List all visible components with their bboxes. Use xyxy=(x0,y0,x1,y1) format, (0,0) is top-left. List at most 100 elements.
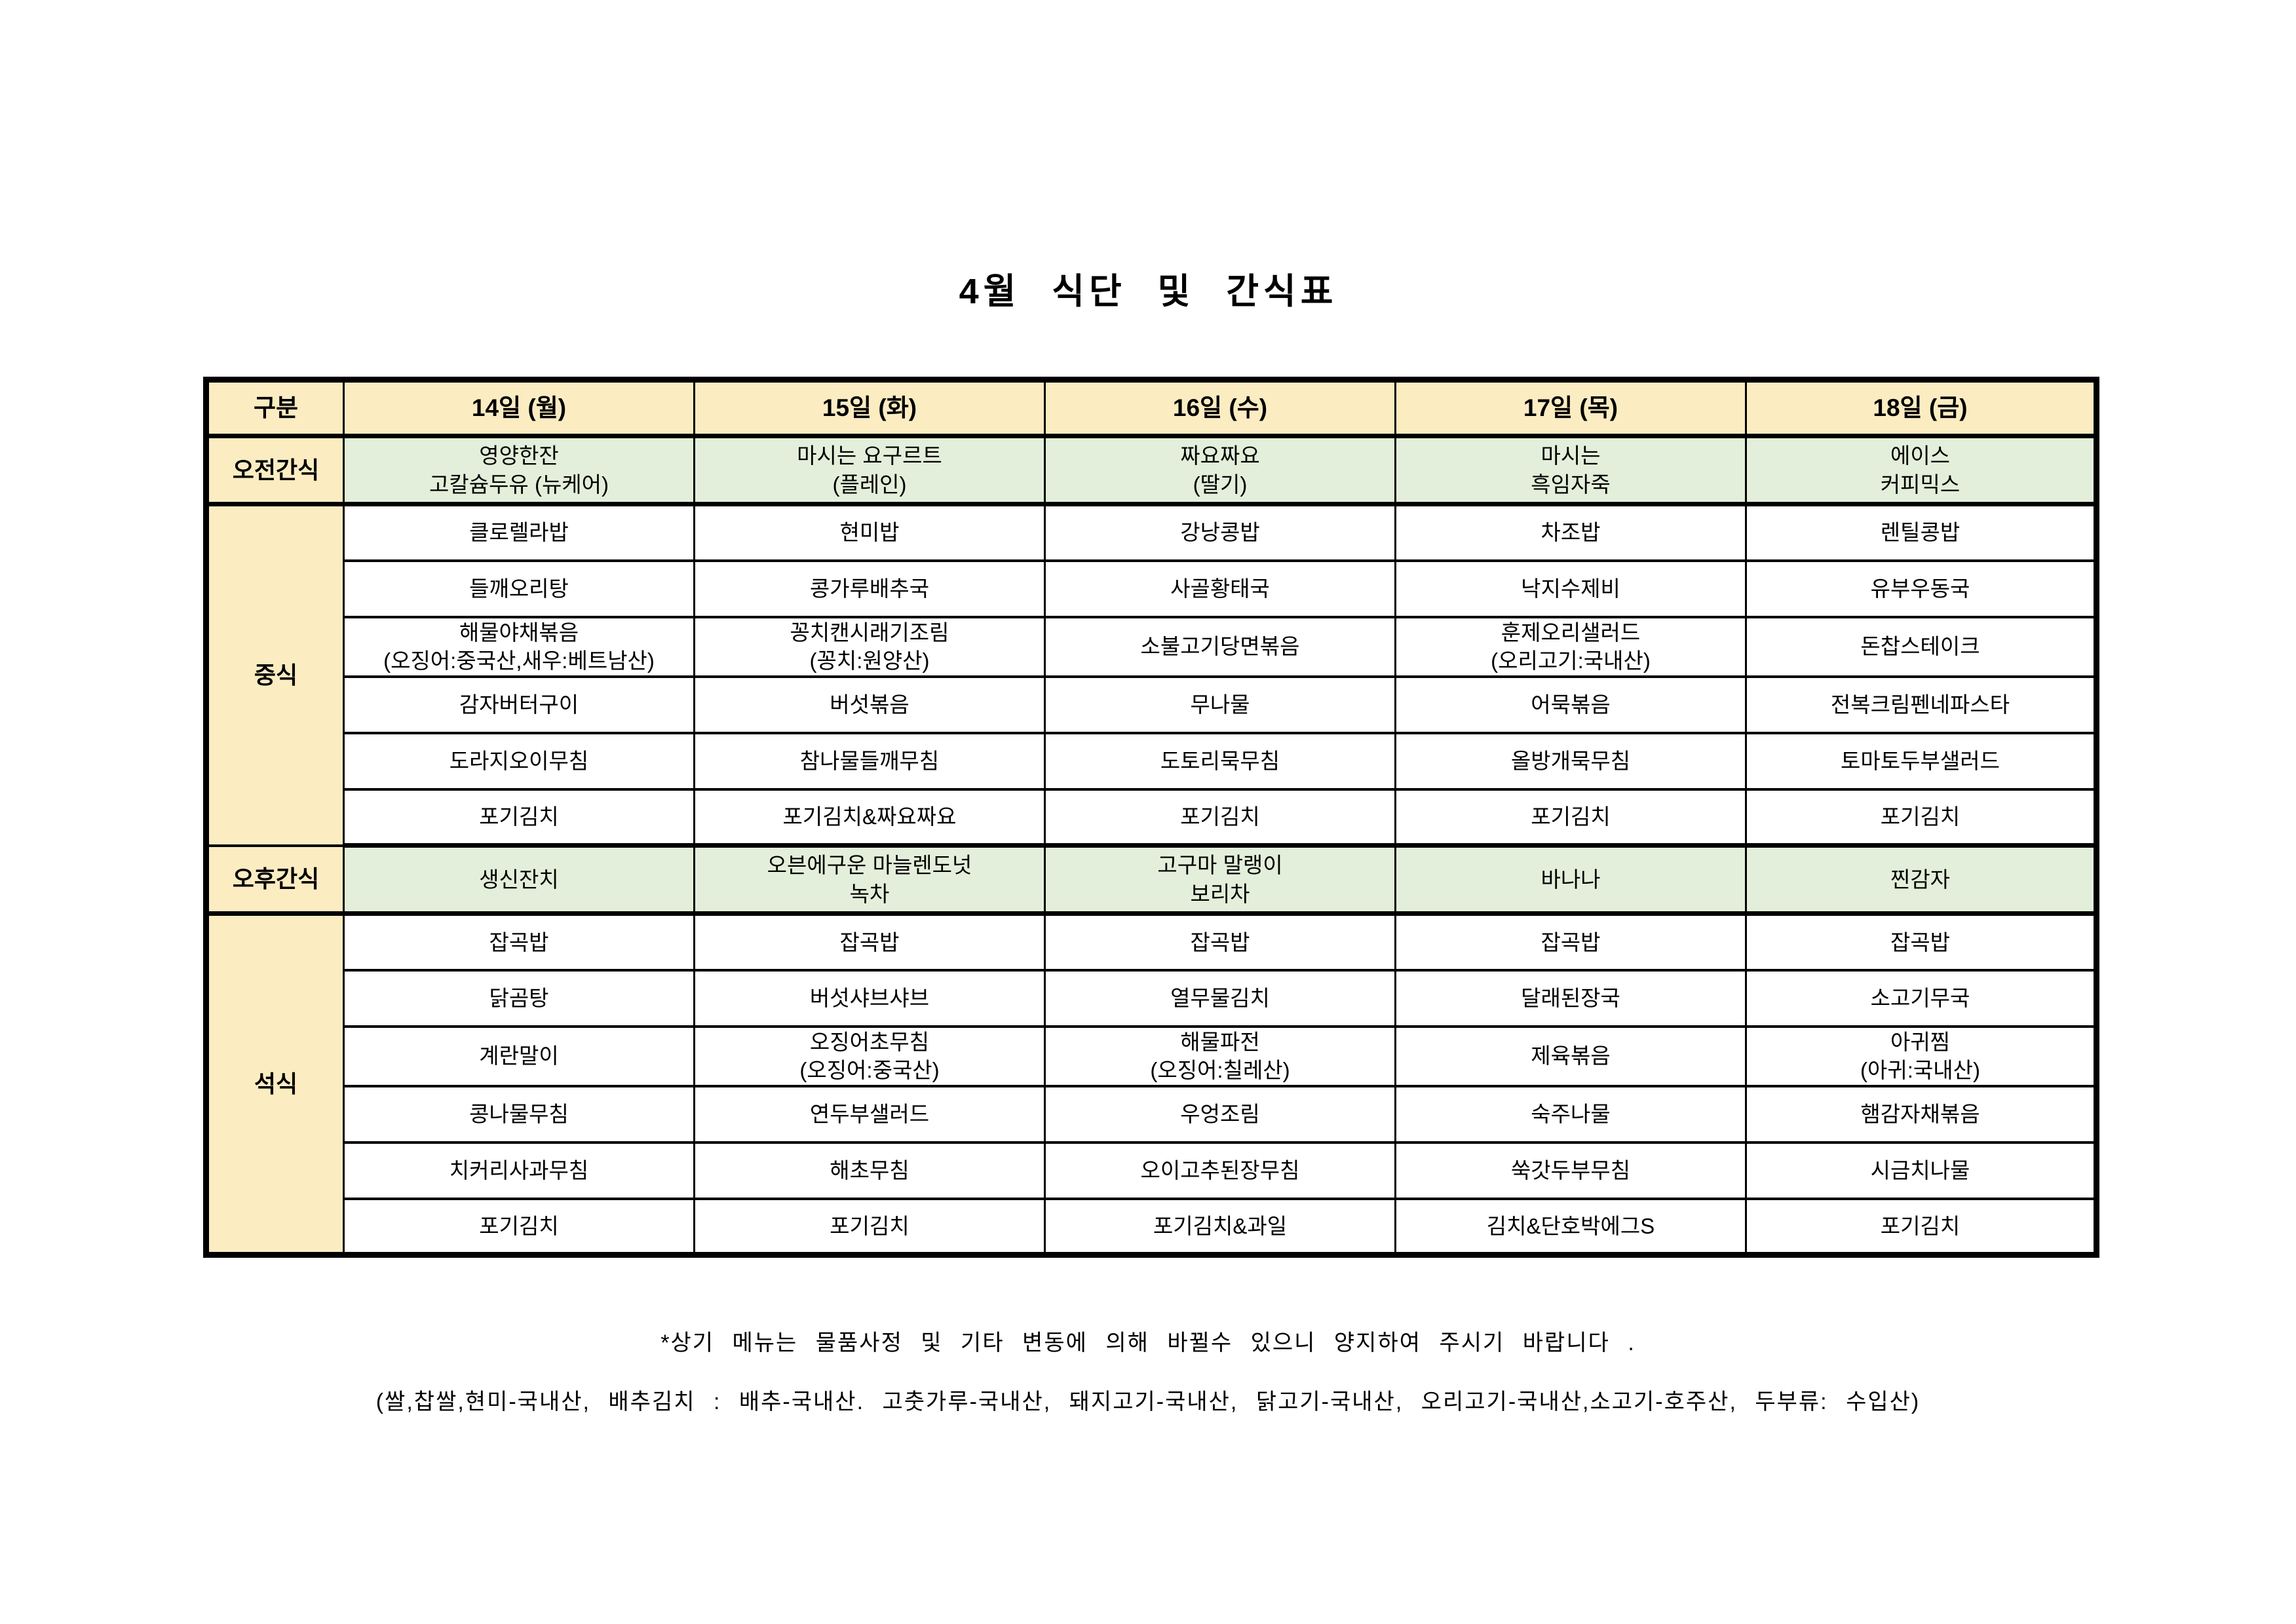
menu-cell: 마시는 요구르트 (플레인) xyxy=(693,435,1046,506)
menu-cell: 포기김치 xyxy=(693,1197,1046,1258)
menu-cell: 전복크림펜네파스타 xyxy=(1745,675,2097,734)
menu-cell: 포기김치 xyxy=(343,787,695,848)
row-label-afternoon-snack: 오후간식 xyxy=(205,844,345,916)
menu-cell: 바나나 xyxy=(1394,844,1747,916)
menu-cell: 연두부샐러드 xyxy=(693,1084,1046,1144)
menu-cell: 숙주나물 xyxy=(1394,1084,1747,1144)
lunch-row: 도라지오이무침 참나물들깨무침 도토리묵무침 올방개묵무침 토마토두부샐러드 xyxy=(206,731,2097,791)
menu-cell: 마시는 흑임자죽 xyxy=(1394,435,1747,506)
menu-cell: 열무물김치 xyxy=(1044,968,1396,1028)
menu-cell: 고구마 말랭이 보리차 xyxy=(1044,844,1396,916)
lunch-row: 포기김치 포기김치&짜요짜요 포기김치 포기김치 포기김치 xyxy=(206,787,2097,848)
menu-cell: 어묵볶음 xyxy=(1394,675,1747,734)
menu-cell: 김치&단호박에그S xyxy=(1394,1197,1747,1258)
lunch-row: 중식 클로렐라밥 현미밥 강낭콩밥 차조밥 렌틸콩밥 xyxy=(205,502,2097,847)
menu-cell: 아귀찜 (아귀:국내산) xyxy=(1745,1025,2097,1087)
day-header-wed: 16일 (수) xyxy=(1044,379,1396,438)
lunch-row: 해물야채볶음 (오징어:중국산,새우:베트남산) 꽁치캔시래기조림 (꽁치:원양… xyxy=(206,615,2097,678)
menu-cell: 잡곡밥 xyxy=(693,912,1046,972)
menu-cell: 포기김치 xyxy=(1044,787,1396,848)
day-header-tue: 15일 (화) xyxy=(693,379,1046,438)
day-header-fri: 18일 (금) xyxy=(1745,379,2097,438)
menu-cell: 잡곡밥 xyxy=(343,912,695,972)
lunch-row: 감자버터구이 버섯볶음 무나물 어묵볶음 전복크림펜네파스타 xyxy=(206,675,2097,734)
menu-cell: 짜요짜요 (딸기) xyxy=(1044,435,1396,506)
menu-cell: 닭곰탕 xyxy=(343,968,695,1028)
menu-cell: 잡곡밥 xyxy=(1745,912,2097,972)
menu-cell: 강낭콩밥 xyxy=(1044,502,1396,562)
dinner-row: 계란말이 오징어초무침 (오징어:중국산) 해물파전 (오징어:칠레산) 제육볶… xyxy=(206,1025,2097,1087)
afternoon-snack-row: 오후간식 생신잔치 오븐에구운 마늘렌도넛 녹차 고구마 말랭이 보리차 바나나… xyxy=(205,844,2097,916)
menu-cell: 훈제오리샐러드 (오리고기:국내산) xyxy=(1394,615,1747,678)
menu-cell: 참나물들깨무침 xyxy=(693,731,1046,791)
meal-table: 구분 14일 (월) 15일 (화) 16일 (수) 17일 (목) 18일 (… xyxy=(203,377,2099,1258)
menu-cell: 감자버터구이 xyxy=(343,675,695,734)
menu-cell: 클로렐라밥 xyxy=(343,502,695,562)
menu-cell: 도토리묵무침 xyxy=(1044,731,1396,791)
dinner-row: 치커리사과무침 해초무침 오이고추된장무침 쑥갓두부무침 시금치나물 xyxy=(206,1141,2097,1200)
menu-cell: 에이스 커피믹스 xyxy=(1745,435,2097,506)
menu-cell: 콩가루배추국 xyxy=(693,559,1046,618)
menu-cell: 오징어초무침 (오징어:중국산) xyxy=(693,1025,1046,1087)
menu-cell: 렌틸콩밥 xyxy=(1745,502,2097,562)
menu-cell: 돈찹스테이크 xyxy=(1745,615,2097,678)
dinner-row: 포기김치 포기김치 포기김치&과일 김치&단호박에그S 포기김치 xyxy=(206,1197,2097,1258)
menu-cell: 잡곡밥 xyxy=(1394,912,1747,972)
day-header-mon: 14일 (월) xyxy=(343,379,695,438)
menu-cell: 소고기무국 xyxy=(1745,968,2097,1028)
dinner-row: 석식 잡곡밥 잡곡밥 잡곡밥 잡곡밥 잡곡밥 xyxy=(205,912,2097,1256)
menu-cell: 포기김치 xyxy=(1745,1197,2097,1258)
menu-cell: 쑥갓두부무침 xyxy=(1394,1141,1747,1200)
menu-cell: 소불고기당면볶음 xyxy=(1044,615,1396,678)
menu-cell: 포기김치 xyxy=(343,1197,695,1258)
row-label-morning-snack: 오전간식 xyxy=(205,435,345,506)
menu-cell: 영양한잔 고칼슘두유 (뉴케어) xyxy=(343,435,695,506)
menu-cell: 우엉조림 xyxy=(1044,1084,1396,1144)
menu-cell: 오븐에구운 마늘렌도넛 녹차 xyxy=(693,844,1046,916)
corner-header: 구분 xyxy=(205,379,345,438)
menu-cell: 포기김치 xyxy=(1394,787,1747,848)
header-row: 구분 14일 (월) 15일 (화) 16일 (수) 17일 (목) 18일 (… xyxy=(205,379,2097,438)
day-header-thu: 17일 (목) xyxy=(1394,379,1747,438)
menu-cell: 포기김치 xyxy=(1745,787,2097,848)
menu-cell: 차조밥 xyxy=(1394,502,1747,562)
menu-cell: 현미밥 xyxy=(693,502,1046,562)
menu-cell: 치커리사과무침 xyxy=(343,1141,695,1200)
menu-cell: 달래된장국 xyxy=(1394,968,1747,1028)
menu-cell: 무나물 xyxy=(1044,675,1396,734)
menu-cell: 시금치나물 xyxy=(1745,1141,2097,1200)
menu-cell: 유부우동국 xyxy=(1745,559,2097,618)
row-label-lunch: 중식 xyxy=(205,502,345,847)
menu-cell: 올방개묵무침 xyxy=(1394,731,1747,791)
menu-cell: 도라지오이무침 xyxy=(343,731,695,791)
menu-cell: 해물파전 (오징어:칠레산) xyxy=(1044,1025,1396,1087)
row-label-dinner: 석식 xyxy=(205,912,345,1256)
menu-cell: 들깨오리탕 xyxy=(343,559,695,618)
menu-cell: 햄감자채볶음 xyxy=(1745,1084,2097,1144)
menu-cell: 버섯샤브샤브 xyxy=(693,968,1046,1028)
menu-cell: 생신잔치 xyxy=(343,844,695,916)
dinner-row: 닭곰탕 버섯샤브샤브 열무물김치 달래된장국 소고기무국 xyxy=(206,968,2097,1028)
menu-cell: 잡곡밥 xyxy=(1044,912,1396,972)
morning-snack-row: 오전간식 영양한잔 고칼슘두유 (뉴케어) 마시는 요구르트 (플레인) 짜요짜… xyxy=(205,435,2097,506)
menu-cell: 찐감자 xyxy=(1745,844,2097,916)
dinner-row: 콩나물무침 연두부샐러드 우엉조림 숙주나물 햄감자채볶음 xyxy=(206,1084,2097,1144)
menu-change-note: *상기 메뉴는 물품사정 및 기타 변동에 의해 바뀔수 있으니 양지하여 주시… xyxy=(660,1331,1636,1355)
menu-cell: 해초무침 xyxy=(693,1141,1046,1200)
menu-cell: 해물야채볶음 (오징어:중국산,새우:베트남산) xyxy=(343,615,695,678)
page-title: 4월 식단 및 간식표 xyxy=(959,272,1338,311)
origin-note: (쌀,찹쌀,현미-국내산, 배추김치 : 배추-국내산. 고춧가루-국내산, 돼… xyxy=(375,1389,1921,1414)
menu-cell: 꽁치캔시래기조림 (꽁치:원양산) xyxy=(693,615,1046,678)
menu-cell: 제육볶음 xyxy=(1394,1025,1747,1087)
menu-cell: 콩나물무침 xyxy=(343,1084,695,1144)
menu-cell: 사골황태국 xyxy=(1044,559,1396,618)
menu-cell: 낙지수제비 xyxy=(1394,559,1747,618)
menu-cell: 포기김치&짜요짜요 xyxy=(693,787,1046,848)
menu-cell: 오이고추된장무침 xyxy=(1044,1141,1396,1200)
menu-cell: 버섯볶음 xyxy=(693,675,1046,734)
menu-cell: 토마토두부샐러드 xyxy=(1745,731,2097,791)
menu-cell: 계란말이 xyxy=(343,1025,695,1087)
lunch-row: 들깨오리탕 콩가루배추국 사골황태국 낙지수제비 유부우동국 xyxy=(206,559,2097,618)
menu-cell: 포기김치&과일 xyxy=(1044,1197,1396,1258)
